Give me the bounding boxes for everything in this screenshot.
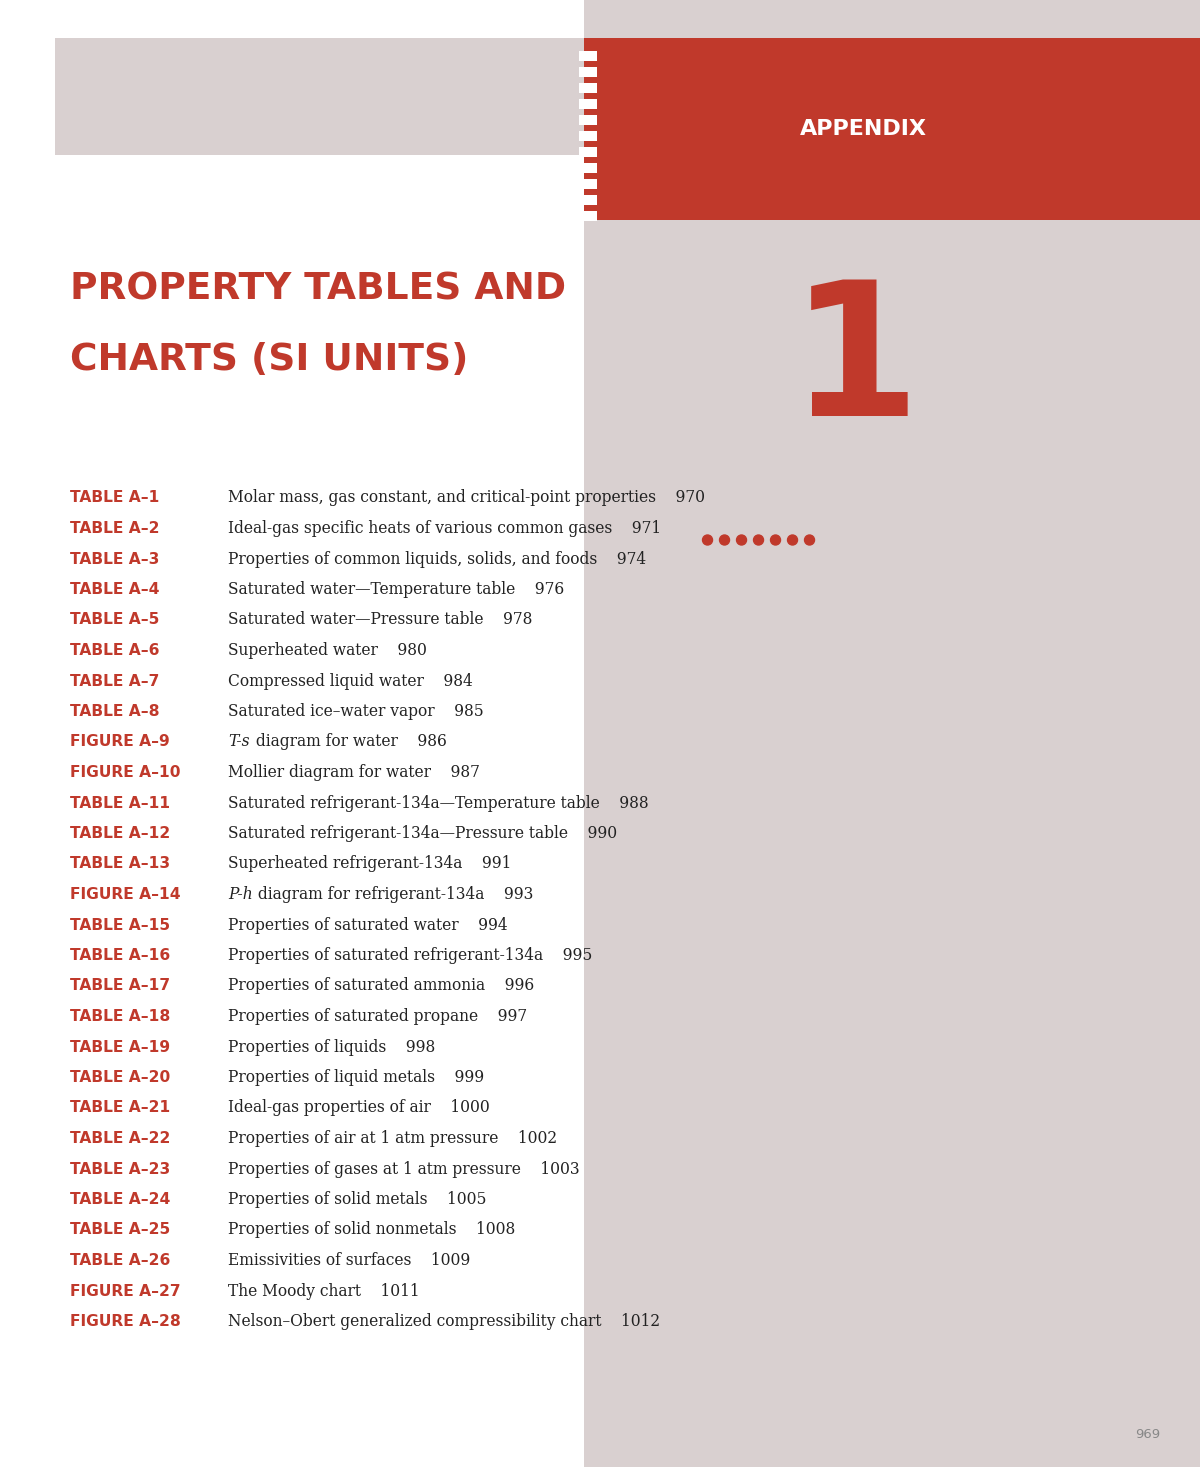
Text: TABLE A–20: TABLE A–20 bbox=[70, 1069, 170, 1086]
Text: Emissivities of surfaces    1009: Emissivities of surfaces 1009 bbox=[228, 1251, 470, 1269]
Text: Properties of saturated water    994: Properties of saturated water 994 bbox=[228, 917, 508, 933]
Bar bbox=[580, 84, 598, 92]
Text: TABLE A–16: TABLE A–16 bbox=[70, 948, 170, 962]
Text: Ideal-gas specific heats of various common gases    971: Ideal-gas specific heats of various comm… bbox=[228, 519, 661, 537]
Text: FIGURE A–28: FIGURE A–28 bbox=[70, 1314, 181, 1329]
Circle shape bbox=[787, 535, 798, 546]
Text: TABLE A–21: TABLE A–21 bbox=[70, 1100, 170, 1115]
Bar bbox=[580, 163, 598, 173]
Text: TABLE A–6: TABLE A–6 bbox=[70, 643, 160, 659]
Text: TABLE A–13: TABLE A–13 bbox=[70, 857, 170, 871]
Text: Saturated refrigerant-134a—Temperature table    988: Saturated refrigerant-134a—Temperature t… bbox=[228, 795, 649, 811]
Text: Superheated water    980: Superheated water 980 bbox=[228, 643, 427, 659]
Circle shape bbox=[754, 535, 763, 546]
Text: Compressed liquid water    984: Compressed liquid water 984 bbox=[228, 672, 473, 689]
Text: FIGURE A–9: FIGURE A–9 bbox=[70, 735, 169, 750]
Text: TABLE A–17: TABLE A–17 bbox=[70, 978, 170, 993]
Text: Mollier diagram for water    987: Mollier diagram for water 987 bbox=[228, 764, 480, 780]
Bar bbox=[580, 195, 598, 205]
Text: Properties of solid nonmetals    1008: Properties of solid nonmetals 1008 bbox=[228, 1222, 515, 1238]
Text: TABLE A–18: TABLE A–18 bbox=[70, 1009, 170, 1024]
Text: TABLE A–5: TABLE A–5 bbox=[70, 613, 160, 628]
Text: Properties of common liquids, solids, and foods    974: Properties of common liquids, solids, an… bbox=[228, 550, 646, 568]
Text: TABLE A–7: TABLE A–7 bbox=[70, 673, 160, 688]
Text: TABLE A–3: TABLE A–3 bbox=[70, 552, 160, 566]
Text: FIGURE A–14: FIGURE A–14 bbox=[70, 888, 181, 902]
Bar bbox=[584, 0, 1200, 1467]
Text: TABLE A–8: TABLE A–8 bbox=[70, 704, 160, 719]
Text: Properties of liquid metals    999: Properties of liquid metals 999 bbox=[228, 1069, 484, 1086]
Bar bbox=[580, 131, 598, 141]
Text: Ideal-gas properties of air    1000: Ideal-gas properties of air 1000 bbox=[228, 1099, 490, 1116]
Text: diagram for refrigerant-134a    993: diagram for refrigerant-134a 993 bbox=[253, 886, 533, 904]
Circle shape bbox=[804, 535, 815, 546]
Text: 969: 969 bbox=[1135, 1429, 1160, 1442]
Text: TABLE A–25: TABLE A–25 bbox=[70, 1222, 170, 1238]
Text: TABLE A–22: TABLE A–22 bbox=[70, 1131, 170, 1146]
Text: TABLE A–11: TABLE A–11 bbox=[70, 795, 170, 810]
Text: APPENDIX: APPENDIX bbox=[800, 119, 926, 139]
Circle shape bbox=[720, 535, 730, 546]
Text: PROPERTY TABLES AND: PROPERTY TABLES AND bbox=[70, 271, 566, 308]
Bar bbox=[580, 98, 598, 109]
Circle shape bbox=[770, 535, 780, 546]
Text: Nelson–Obert generalized compressibility chart    1012: Nelson–Obert generalized compressibility… bbox=[228, 1313, 660, 1331]
Text: TABLE A–26: TABLE A–26 bbox=[70, 1253, 170, 1267]
Text: TABLE A–23: TABLE A–23 bbox=[70, 1162, 170, 1177]
Bar bbox=[580, 211, 598, 222]
Text: Saturated water—Temperature table    976: Saturated water—Temperature table 976 bbox=[228, 581, 564, 599]
Text: Saturated refrigerant-134a—Pressure table    990: Saturated refrigerant-134a—Pressure tabl… bbox=[228, 824, 617, 842]
Text: T-s: T-s bbox=[228, 734, 250, 751]
Text: 1: 1 bbox=[790, 274, 920, 455]
Text: Properties of saturated propane    997: Properties of saturated propane 997 bbox=[228, 1008, 527, 1025]
Text: Properties of solid metals    1005: Properties of solid metals 1005 bbox=[228, 1191, 486, 1207]
Text: TABLE A–2: TABLE A–2 bbox=[70, 521, 160, 535]
Text: diagram for water    986: diagram for water 986 bbox=[251, 734, 446, 751]
Circle shape bbox=[737, 535, 746, 546]
Text: Superheated refrigerant-134a    991: Superheated refrigerant-134a 991 bbox=[228, 855, 511, 873]
Text: TABLE A–4: TABLE A–4 bbox=[70, 582, 160, 597]
Text: The Moody chart    1011: The Moody chart 1011 bbox=[228, 1282, 420, 1300]
Text: Saturated water—Pressure table    978: Saturated water—Pressure table 978 bbox=[228, 612, 533, 628]
Bar bbox=[584, 38, 1200, 220]
Text: CHARTS (SI UNITS): CHARTS (SI UNITS) bbox=[70, 342, 468, 378]
Text: TABLE A–24: TABLE A–24 bbox=[70, 1193, 170, 1207]
Bar bbox=[580, 147, 598, 157]
Text: P-h: P-h bbox=[228, 886, 253, 904]
Circle shape bbox=[702, 535, 713, 546]
Bar bbox=[580, 114, 598, 125]
Text: FIGURE A–10: FIGURE A–10 bbox=[70, 764, 180, 780]
Text: Properties of saturated refrigerant-134a    995: Properties of saturated refrigerant-134a… bbox=[228, 948, 593, 964]
Text: TABLE A–1: TABLE A–1 bbox=[70, 490, 160, 506]
Text: TABLE A–15: TABLE A–15 bbox=[70, 917, 170, 933]
Bar bbox=[55, 38, 584, 156]
Bar bbox=[580, 179, 598, 189]
Text: Properties of saturated ammonia    996: Properties of saturated ammonia 996 bbox=[228, 977, 534, 995]
Text: TABLE A–19: TABLE A–19 bbox=[70, 1040, 170, 1055]
Text: Properties of air at 1 atm pressure    1002: Properties of air at 1 atm pressure 1002 bbox=[228, 1130, 557, 1147]
Text: Properties of liquids    998: Properties of liquids 998 bbox=[228, 1039, 436, 1055]
Text: FIGURE A–27: FIGURE A–27 bbox=[70, 1284, 181, 1298]
Text: TABLE A–12: TABLE A–12 bbox=[70, 826, 170, 841]
Text: Saturated ice–water vapor    985: Saturated ice–water vapor 985 bbox=[228, 703, 484, 720]
Text: Properties of gases at 1 atm pressure    1003: Properties of gases at 1 atm pressure 10… bbox=[228, 1160, 580, 1178]
Bar bbox=[580, 51, 598, 62]
Bar bbox=[580, 67, 598, 76]
Text: Molar mass, gas constant, and critical-point properties    970: Molar mass, gas constant, and critical-p… bbox=[228, 490, 706, 506]
